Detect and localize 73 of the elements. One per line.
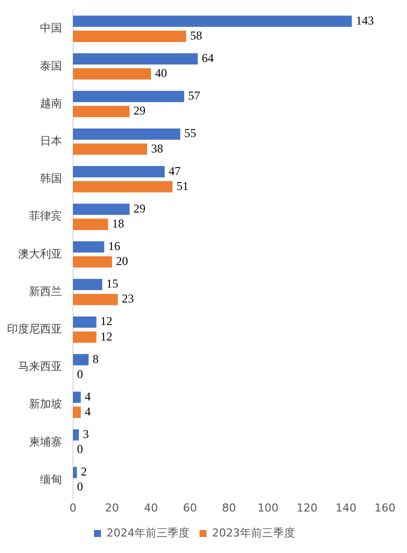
- bar: [73, 294, 118, 306]
- bar: [73, 241, 104, 253]
- data-label: 40: [155, 66, 167, 80]
- data-label: 0: [77, 480, 83, 494]
- data-label: 58: [190, 28, 202, 42]
- data-label: 38: [151, 141, 164, 156]
- data-label: 55: [184, 126, 196, 140]
- y-tick-label: 韩国: [40, 172, 62, 186]
- bar: [73, 106, 130, 118]
- x-tick-label: 120: [296, 501, 318, 514]
- bar: [73, 429, 79, 441]
- x-tick-label: 140: [336, 501, 356, 514]
- bar: [73, 68, 151, 80]
- bar: [73, 256, 112, 268]
- data-label: 12: [100, 314, 112, 328]
- y-tick-label: 新加坡: [29, 398, 62, 411]
- data-label: 8: [92, 352, 99, 366]
- data-label: 16: [108, 239, 120, 254]
- y-tick-label: 马来西亚: [18, 360, 62, 374]
- x-tick-label: 40: [144, 501, 158, 514]
- y-tick-label: 澳大利亚: [18, 247, 62, 260]
- bar: [73, 406, 81, 418]
- y-tick-label: 新西兰: [29, 284, 62, 298]
- bar: [73, 392, 81, 403]
- data-label: 29: [134, 104, 146, 118]
- data-label: 57: [188, 88, 200, 103]
- data-label: 64: [202, 51, 214, 66]
- bar: [73, 278, 102, 290]
- bar: [73, 331, 96, 343]
- y-tick-label: 缅甸: [40, 472, 62, 486]
- bar: [73, 90, 184, 102]
- bar: [73, 16, 352, 27]
- bar: [73, 466, 77, 478]
- bar: [73, 316, 96, 328]
- bar: [73, 143, 148, 155]
- data-label: 4: [84, 404, 91, 418]
- bar: [73, 53, 198, 65]
- data-label: 29: [134, 201, 146, 216]
- data-label: 12: [100, 329, 112, 344]
- y-tick-label: 印度尼西亚: [7, 322, 62, 336]
- data-label: 143: [356, 13, 374, 28]
- data-label: 47: [168, 164, 181, 178]
- x-tick-label: 160: [374, 501, 396, 514]
- bar: [73, 166, 165, 178]
- data-label: 2: [80, 464, 87, 479]
- data-label: 3: [82, 427, 89, 442]
- data-label: 23: [122, 292, 134, 306]
- legend-label: 2024年前三季度: [106, 526, 190, 540]
- data-label: 15: [106, 276, 118, 291]
- bar: [73, 218, 108, 230]
- bar: [73, 128, 180, 140]
- y-tick-label: 柬埔寨: [29, 435, 62, 448]
- data-label: 18: [112, 216, 124, 230]
- x-tick-label: 100: [258, 501, 278, 514]
- bar: [73, 181, 172, 192]
- data-label: 0: [77, 366, 83, 381]
- y-tick-label: 日本: [40, 134, 62, 148]
- x-tick-label: 80: [222, 501, 236, 514]
- x-tick-label: 20: [105, 501, 119, 514]
- bar: [73, 204, 130, 215]
- y-tick-label: 泰国: [40, 59, 62, 72]
- bar: [73, 354, 89, 366]
- y-tick-label: 菲律宾: [29, 210, 62, 223]
- data-label: 4: [84, 389, 91, 404]
- legend-label: 2023年前三季度: [212, 526, 295, 540]
- data-label: 51: [176, 178, 188, 193]
- y-tick-label: 越南: [40, 96, 62, 110]
- data-label: 0: [77, 442, 83, 456]
- y-tick-label: 中国: [40, 22, 62, 35]
- x-tick-label: 60: [183, 501, 197, 514]
- x-tick-label: 0: [70, 501, 76, 514]
- data-label: 20: [116, 254, 128, 268]
- bar: [73, 30, 186, 42]
